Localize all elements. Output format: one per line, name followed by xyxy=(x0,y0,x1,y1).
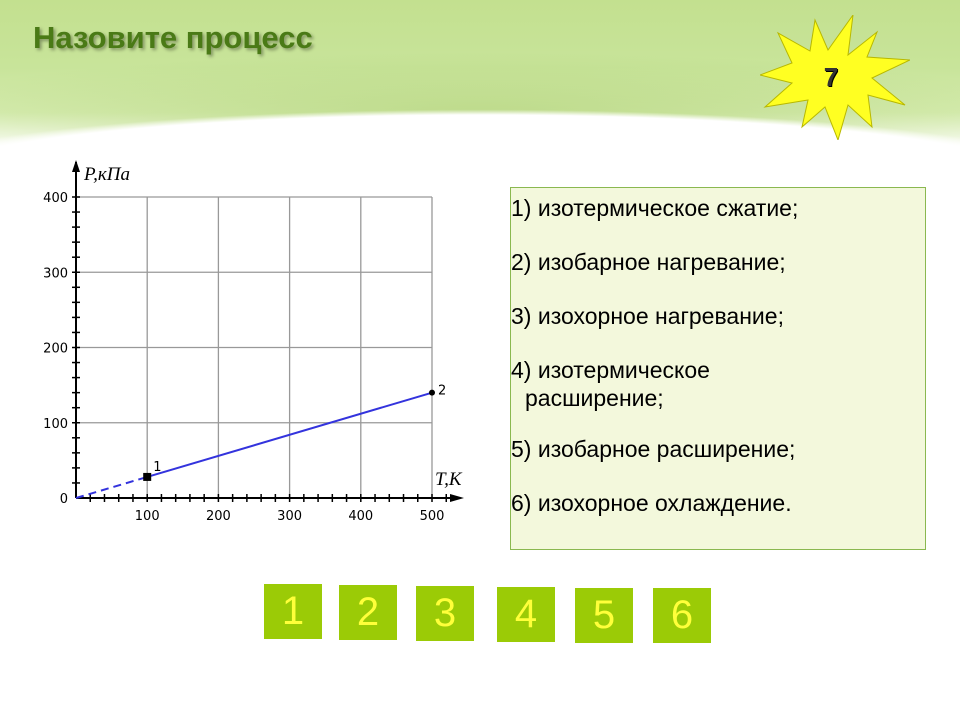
answer-option: 2) изобарное нагревание; xyxy=(511,249,786,275)
answer-button-3[interactable]: 3 xyxy=(416,586,474,641)
slide-number-badge: 7 xyxy=(823,62,839,92)
point-label: 2 xyxy=(438,384,446,399)
y-tick-label: 0 xyxy=(60,492,68,507)
y-tick-label: 400 xyxy=(43,191,68,206)
x-tick-label: 200 xyxy=(206,509,231,524)
answer-option: 3) изохорное нагревание; xyxy=(511,303,784,329)
y-tick-label: 200 xyxy=(43,342,68,357)
x-tick-label: 400 xyxy=(348,509,373,524)
slide-title: Назовите процесс xyxy=(33,20,313,55)
answer-options-box: 1) изотермическое сжатие; 2) изобарное н… xyxy=(510,187,926,550)
x-tick-label: 500 xyxy=(420,509,445,524)
answer-button-1[interactable]: 1 xyxy=(264,584,322,639)
answer-option: 5) изобарное расширение; xyxy=(511,436,796,462)
x-axis-arrow xyxy=(450,494,464,502)
pt-chart: 100 200 300 400 500 0 100 200 300 400 P,кПа T,K 1 2 xyxy=(43,160,464,524)
answer-button-6[interactable]: 6 xyxy=(653,588,711,643)
x-tick-label: 300 xyxy=(277,509,302,524)
answer-option: 1) изотермическое сжатие; xyxy=(511,195,799,221)
point-marker xyxy=(429,389,435,396)
y-axis-label: P,кПа xyxy=(83,164,130,185)
y-tick-label: 300 xyxy=(43,266,68,281)
answer-option: 4) изотермическое расширение; xyxy=(511,357,710,411)
answer-option: 6) изохорное охлаждение. xyxy=(511,490,792,516)
answer-button-2[interactable]: 2 xyxy=(339,585,397,640)
x-tick-label: 100 xyxy=(135,509,160,524)
x-axis-label: T,K xyxy=(435,469,463,490)
answer-button-4[interactable]: 4 xyxy=(497,587,555,642)
y-tick-label: 100 xyxy=(43,417,68,432)
process-line xyxy=(146,391,433,478)
answer-button-5[interactable]: 5 xyxy=(575,588,633,643)
burst-star-icon xyxy=(760,15,910,140)
point-label: 1 xyxy=(153,460,161,475)
point-marker xyxy=(143,472,152,481)
y-axis-arrow xyxy=(72,160,80,172)
dashed-extension-line xyxy=(75,475,148,499)
